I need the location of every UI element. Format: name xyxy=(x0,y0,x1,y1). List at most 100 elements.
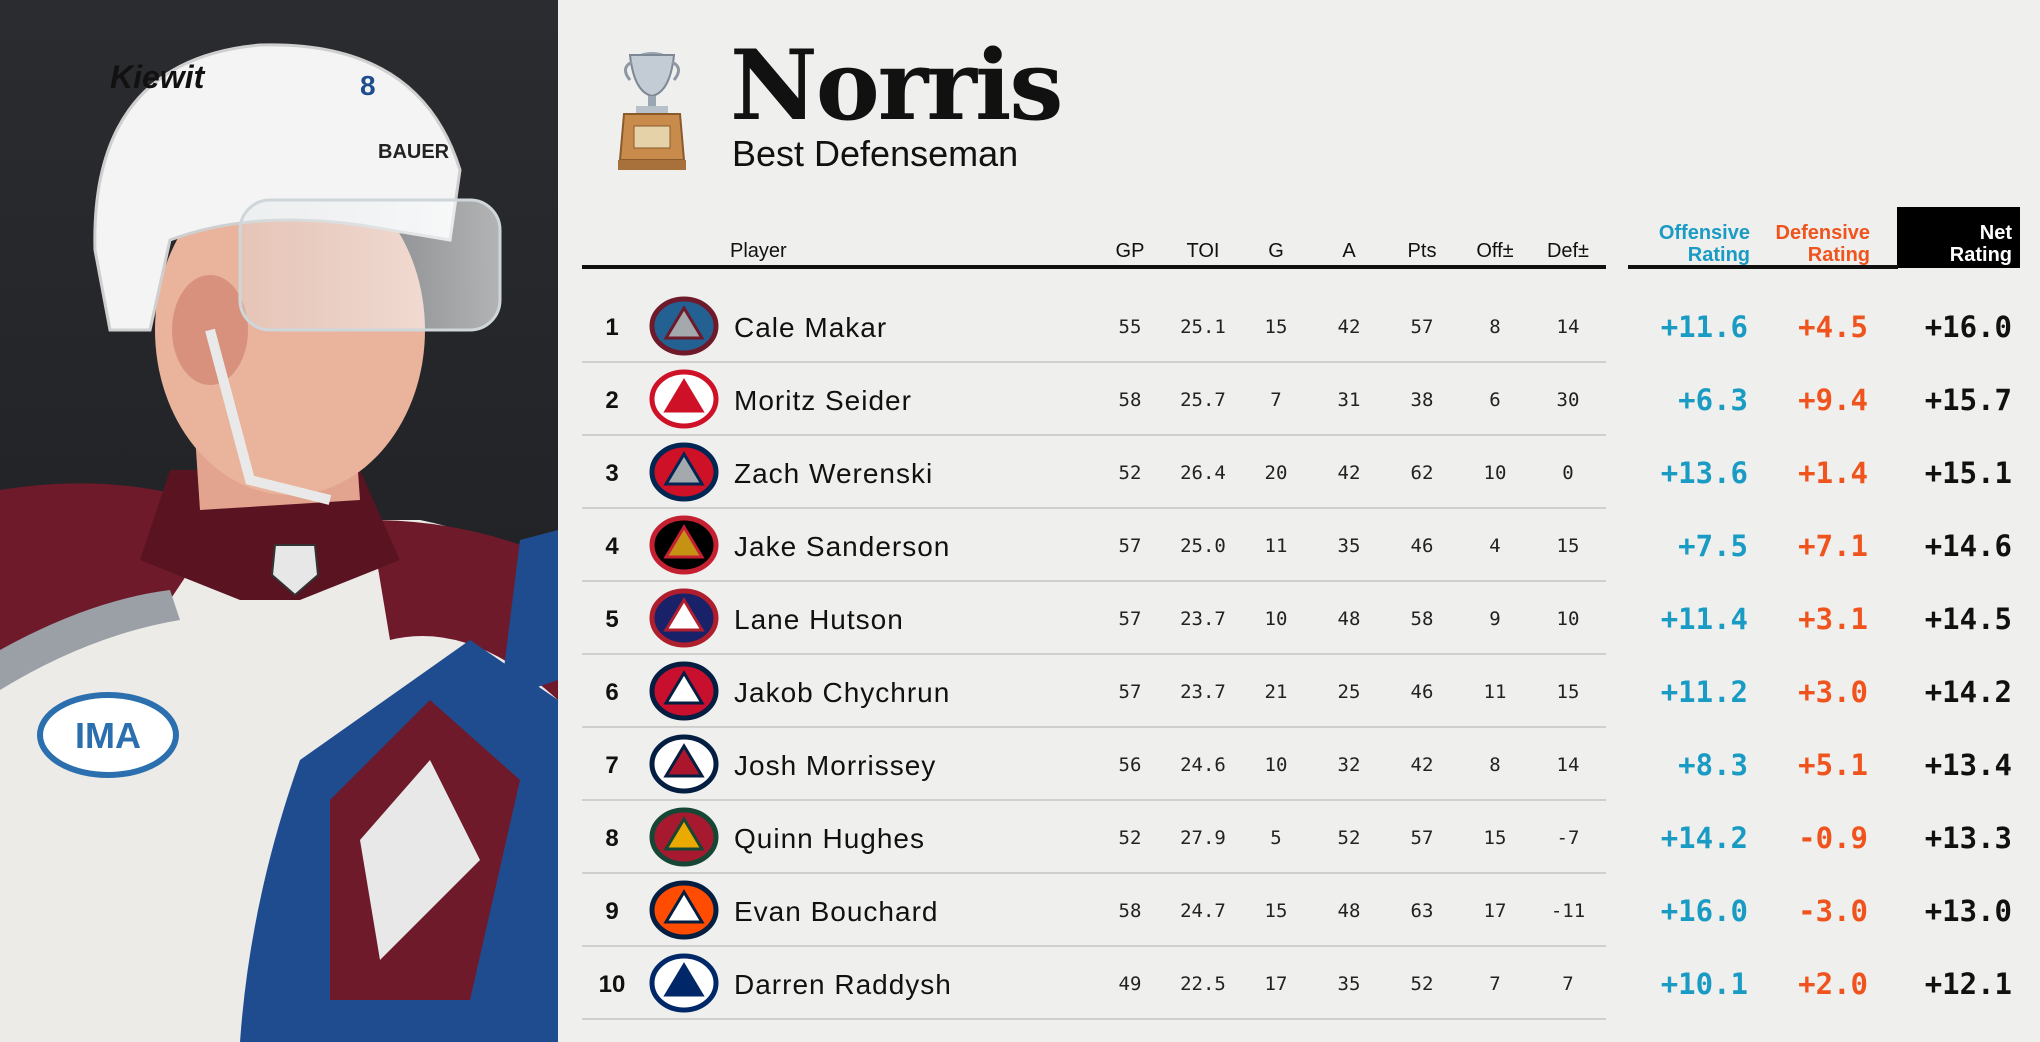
stat-gp: 56 xyxy=(1118,754,1142,776)
table-row: 10 Darren Raddysh 49 22.5 17 35 52 7 7 +… xyxy=(582,947,2022,1020)
stat-pts: 63 xyxy=(1410,900,1434,922)
row-divider xyxy=(582,726,1606,728)
offensive-rating: +14.2 xyxy=(1660,821,1748,855)
stat-g: 21 xyxy=(1264,681,1288,703)
offensive-rating: +11.4 xyxy=(1660,602,1748,636)
defensive-rating: +2.0 xyxy=(1798,967,1868,1001)
rank: 9 xyxy=(605,898,619,925)
stat-def: 15 xyxy=(1556,681,1580,703)
player-name: Jake Sanderson xyxy=(734,531,951,562)
stat-toi: 23.7 xyxy=(1180,681,1226,703)
offensive-rating: +8.3 xyxy=(1678,748,1748,782)
stat-gp: 55 xyxy=(1118,316,1142,338)
player-name: Jakob Chychrun xyxy=(734,677,951,708)
rank: 4 xyxy=(605,533,619,560)
helmet-sponsor-text: Kiewit xyxy=(110,59,206,95)
player-name: Darren Raddysh xyxy=(734,969,952,1000)
defensive-rating: +3.0 xyxy=(1798,675,1868,709)
senators-logo xyxy=(646,513,722,577)
stat-a: 25 xyxy=(1337,681,1361,703)
stat-pts: 52 xyxy=(1410,973,1434,995)
stat-g: 10 xyxy=(1264,608,1288,630)
avalanche-logo xyxy=(646,294,722,358)
table-row: 8 Quinn Hughes 52 27.9 5 52 57 15 -7 +14… xyxy=(582,801,2022,874)
stat-def: 10 xyxy=(1556,608,1580,630)
net-rating: +15.7 xyxy=(1924,383,2012,417)
header-pts: Pts xyxy=(1407,240,1437,262)
stat-pts: 46 xyxy=(1410,535,1434,557)
header-a: A xyxy=(1342,240,1356,262)
stat-a: 42 xyxy=(1337,316,1361,338)
norris-trophy-icon xyxy=(618,52,686,170)
stat-def: -7 xyxy=(1556,827,1580,849)
wild-logo xyxy=(646,805,722,869)
defensive-rating: +4.5 xyxy=(1798,310,1868,344)
standings-table: 1 Cale Makar 55 25.1 15 42 57 8 14 +11.6… xyxy=(582,290,2022,1020)
stat-g: 7 xyxy=(1270,389,1282,411)
stat-gp: 57 xyxy=(1118,608,1142,630)
stat-off: 10 xyxy=(1483,462,1507,484)
row-divider xyxy=(582,945,1606,947)
net-rating: +15.1 xyxy=(1924,456,2012,490)
red-wings-logo xyxy=(646,367,722,431)
stat-off: 17 xyxy=(1483,900,1507,922)
stat-g: 11 xyxy=(1264,535,1288,557)
stat-pts: 38 xyxy=(1410,389,1434,411)
stat-pts: 62 xyxy=(1410,462,1434,484)
stat-toi: 24.6 xyxy=(1180,754,1226,776)
table-row: 2 Moritz Seider 58 25.7 7 31 38 6 30 +6.… xyxy=(582,363,2022,436)
stat-a: 52 xyxy=(1337,827,1361,849)
rank: 3 xyxy=(605,460,619,487)
stat-def: 14 xyxy=(1556,316,1580,338)
stat-gp: 52 xyxy=(1118,462,1142,484)
row-divider xyxy=(582,507,1606,509)
offensive-rating: +6.3 xyxy=(1678,383,1748,417)
capitals-logo xyxy=(646,659,722,723)
stat-gp: 57 xyxy=(1118,535,1142,557)
stat-a: 42 xyxy=(1337,462,1361,484)
net-rating: +13.4 xyxy=(1924,748,2012,782)
net-rating: +14.2 xyxy=(1924,675,2012,709)
stat-g: 15 xyxy=(1264,316,1288,338)
row-divider xyxy=(582,434,1606,436)
stat-g: 15 xyxy=(1264,900,1288,922)
table-row: 4 Jake Sanderson 57 25.0 11 35 46 4 15 +… xyxy=(582,509,2022,582)
player-name: Josh Morrissey xyxy=(734,750,937,781)
offensive-rating: +13.6 xyxy=(1660,456,1748,490)
header-rule-ratings xyxy=(1628,265,1898,269)
stat-toi: 22.5 xyxy=(1180,973,1226,995)
header-gp: GP xyxy=(1115,240,1145,262)
canadiens-logo xyxy=(646,586,722,650)
lightning-logo xyxy=(646,951,722,1015)
net-rating: +14.6 xyxy=(1924,529,2012,563)
stat-a: 48 xyxy=(1337,900,1361,922)
rank: 5 xyxy=(605,606,619,633)
stat-off: 8 xyxy=(1489,316,1501,338)
rank: 6 xyxy=(605,679,619,706)
header-off-plus-minus: Off± xyxy=(1476,240,1514,262)
jets-logo xyxy=(646,732,722,796)
row-divider xyxy=(582,580,1606,582)
stat-toi: 25.1 xyxy=(1180,316,1226,338)
stat-g: 17 xyxy=(1264,973,1288,995)
stat-a: 35 xyxy=(1337,535,1361,557)
rank: 7 xyxy=(605,752,619,779)
stat-toi: 24.7 xyxy=(1180,900,1226,922)
award-title: Norris xyxy=(730,29,1063,142)
stat-def: 30 xyxy=(1556,389,1580,411)
helmet-brand-text: BAUER xyxy=(378,141,450,163)
stat-gp: 57 xyxy=(1118,681,1142,703)
stat-pts: 57 xyxy=(1410,827,1434,849)
offensive-rating: +10.1 xyxy=(1660,967,1748,1001)
header-offensive-rating: Offensive Rating xyxy=(1658,222,1750,266)
stat-a: 31 xyxy=(1337,389,1361,411)
stat-def: 7 xyxy=(1562,973,1574,995)
net-rating: +16.0 xyxy=(1924,310,2012,344)
offensive-rating: +7.5 xyxy=(1678,529,1748,563)
stat-toi: 25.7 xyxy=(1180,389,1226,411)
stat-off: 4 xyxy=(1489,535,1501,557)
table-row: 6 Jakob Chychrun 57 23.7 21 25 46 11 15 … xyxy=(582,655,2022,728)
rank: 1 xyxy=(605,314,619,341)
stat-gp: 49 xyxy=(1118,973,1142,995)
stat-a: 48 xyxy=(1337,608,1361,630)
